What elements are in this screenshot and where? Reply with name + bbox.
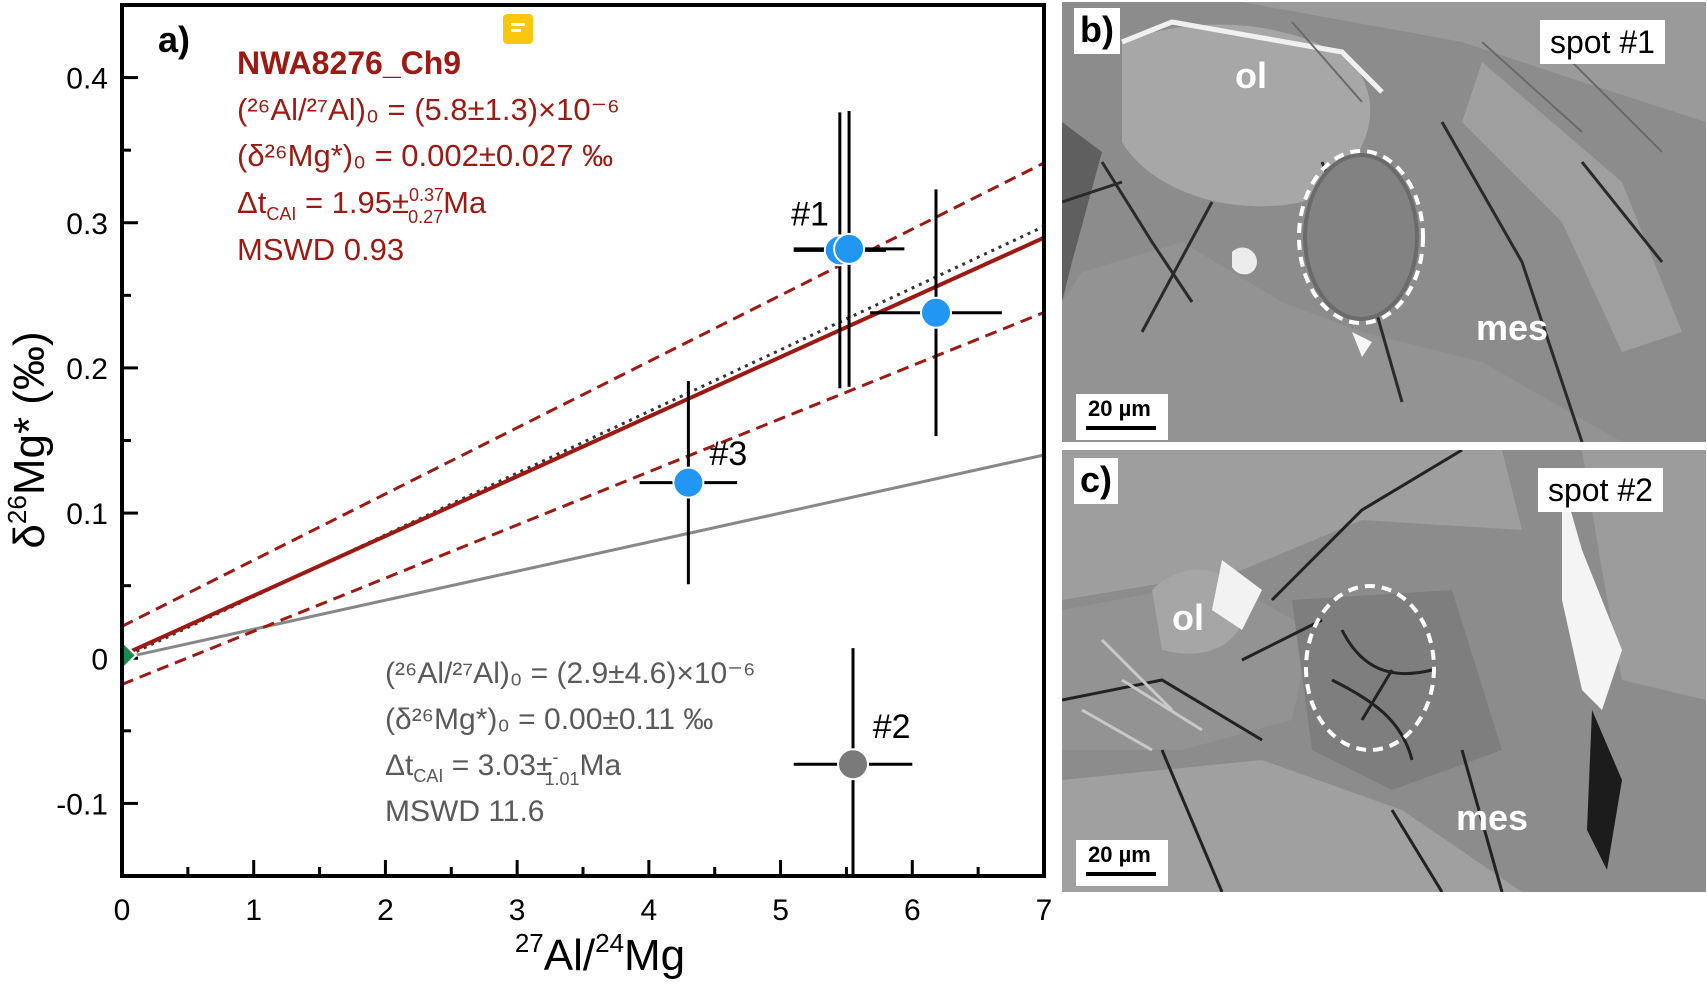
origin-marker xyxy=(124,641,138,669)
spot-label-2: spot #2 xyxy=(1538,468,1663,512)
point-label: #2 xyxy=(873,708,911,746)
y-tick-label: 0.4 xyxy=(66,63,108,96)
annotation-gray-age: ΔtCAI = 3.03±-1.01Ma xyxy=(385,747,621,789)
mesostasis-label-c: mes xyxy=(1456,797,1529,838)
panel-label-a: a) xyxy=(158,19,190,60)
x-tick-label: 4 xyxy=(641,894,658,927)
isochron-chart: 0 1 2 3 4 5 6 7 -0.1 0 0.1 0.2 0.3 0.4 #1 #3 #2 a) NWA8… xyxy=(2,3,1053,980)
scale-bar-b: 20 µm xyxy=(1076,394,1168,440)
y-axis-label-sup: 26 xyxy=(2,495,32,524)
data-points xyxy=(124,110,1002,874)
annotation-gray-mswd: MSWD 11.6 xyxy=(385,795,544,828)
scale-line-c xyxy=(1086,872,1156,876)
x-tick-label: 3 xyxy=(509,894,526,927)
x-axis-label: 27Al/24Mg xyxy=(515,928,685,980)
y-tick-label: -0.1 xyxy=(56,788,108,821)
y-tick-label: 0 xyxy=(91,643,108,676)
scale-bar-c: 20 µm xyxy=(1076,840,1168,886)
annotation-red-age-sup: 0.37 xyxy=(409,185,444,205)
data-point xyxy=(672,466,705,499)
y-tick-label: 0.3 xyxy=(66,208,108,241)
comment-note-icon[interactable] xyxy=(503,14,533,44)
scale-text-c: 20 µm xyxy=(1088,842,1151,867)
fit-lines xyxy=(124,162,1042,686)
x-axis-label-sup1: 27 xyxy=(515,928,544,958)
scale-line-b xyxy=(1086,426,1156,430)
annotation-red-age-pre: Δt xyxy=(237,185,267,220)
annotation-gray-ratio: (²⁶Al/²⁷Al)₀ = (2.9±4.6)×10⁻⁶ xyxy=(385,657,755,690)
annotation-red-age-sub: CAI xyxy=(266,204,296,224)
x-tick-label: 2 xyxy=(377,894,394,927)
sem-panel-c: c) spot #2 ol mes 20 µm xyxy=(1062,450,1706,892)
x-tick-label: 0 xyxy=(114,894,131,927)
data-point xyxy=(833,232,866,265)
panel-label-b: b) xyxy=(1074,8,1120,54)
annotation-red-intercept: (δ²⁶Mg*)₀ = 0.002±0.027 ‰ xyxy=(237,138,613,173)
plot-frame xyxy=(120,3,1046,878)
y-tick-label: 0.1 xyxy=(66,498,108,531)
mesostasis-label-b: mes xyxy=(1476,307,1549,348)
annotation-gray-age-mid: = 3.03± xyxy=(443,749,552,782)
x-axis-label-sup2: 24 xyxy=(595,928,624,958)
y-axis-label-end: Mg* (‰) xyxy=(5,331,54,495)
y-axis-label: δ26Mg* (‰) xyxy=(2,331,54,548)
olivine-label-b: ol xyxy=(1235,55,1267,96)
annotation-gray-age-sub: CAI xyxy=(413,766,443,786)
annotation-gray-age-sub2: 1.01 xyxy=(544,769,579,789)
sem-image-spot1 xyxy=(1062,2,1706,442)
annotation-red-age: ΔtCAI = 1.95±0.37 0.27Ma xyxy=(237,185,487,227)
sem-image-spot2 xyxy=(1062,450,1706,892)
fit-line-gray xyxy=(124,453,1042,660)
y-axis-label-base: δ xyxy=(5,524,54,549)
fit-line-lower-envelope xyxy=(124,311,1042,686)
annotation-red-ratio: (²⁶Al/²⁷Al)₀ = (5.8±1.3)×10⁻⁶ xyxy=(237,92,620,127)
panel-label-c: c) xyxy=(1074,458,1119,504)
annotation-red-title: NWA8276_Ch9 xyxy=(237,45,461,81)
fit-line-upper-envelope xyxy=(124,162,1042,627)
annotation-gray-age-end: Ma xyxy=(579,749,621,782)
annotation-gray-intercept: (δ²⁶Mg*)₀ = 0.00±0.11 ‰ xyxy=(385,703,713,736)
point-label: #1 xyxy=(791,196,829,234)
annotation-gray-age-pre: Δt xyxy=(385,749,414,782)
annotation-gray-age-sup: - xyxy=(552,747,558,767)
point-label: #3 xyxy=(709,435,747,473)
olivine-label-c: ol xyxy=(1172,597,1204,638)
data-point xyxy=(919,296,952,329)
point-labels: #1 #3 #2 xyxy=(709,196,910,746)
annotation-red-age-sub2: 0.27 xyxy=(408,207,443,227)
data-point xyxy=(837,748,870,781)
y-tick-label: 0.2 xyxy=(66,353,108,386)
x-tick-label: 1 xyxy=(245,894,262,927)
sem-panel-b: b) spot #1 ol mes 20 µm xyxy=(1062,2,1706,442)
x-axis-label-base: Al/ xyxy=(544,931,596,980)
spot-label-1: spot #1 xyxy=(1540,20,1665,64)
annotation-red-age-end: Ma xyxy=(443,185,487,220)
x-tick-label: 6 xyxy=(904,894,921,927)
fit-line-main xyxy=(124,236,1042,657)
annotation-red-age-mid: = 1.95± xyxy=(296,185,409,220)
x-tick-label: 5 xyxy=(772,894,789,927)
annotation-red-mswd: MSWD 0.93 xyxy=(237,232,404,267)
x-axis-label-end: Mg xyxy=(624,931,685,980)
x-tick-label: 7 xyxy=(1036,894,1053,927)
scale-text-b: 20 µm xyxy=(1088,396,1151,421)
axis-ticks: 0 1 2 3 4 5 6 7 -0.1 0 0.1 0.2 0.3 0.4 xyxy=(56,3,1053,927)
